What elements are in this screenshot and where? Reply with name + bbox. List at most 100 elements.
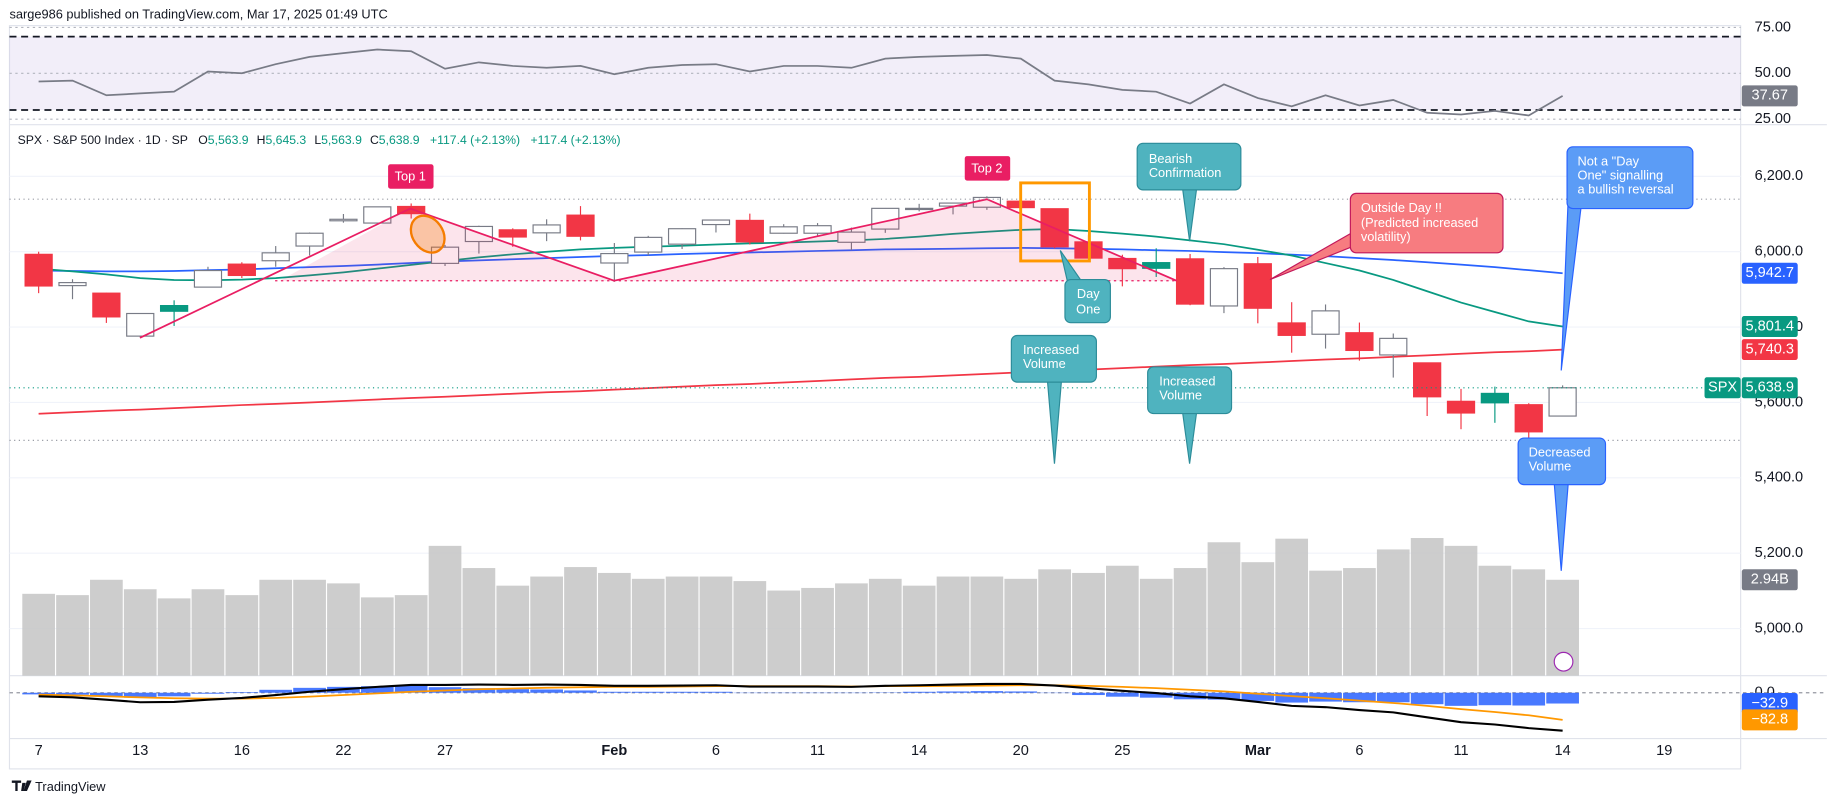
candle-body <box>227 263 256 277</box>
price-tag-label: −32.9 <box>1751 695 1788 711</box>
legend-value: 5,638.9 <box>379 133 420 147</box>
y-tick-label: 5,400.0 <box>1755 470 1804 486</box>
candle-body <box>58 282 87 287</box>
legend-value: 5,645.3 <box>265 133 306 147</box>
macd-histogram-bar <box>22 692 55 695</box>
y-tick-label: 50.00 <box>1755 65 1791 81</box>
annotation: Top 1 <box>395 168 426 183</box>
macd-histogram-bar <box>1275 692 1309 703</box>
x-tick-label: 14 <box>1555 743 1571 759</box>
candle-body <box>532 224 561 234</box>
price-tag <box>1741 316 1798 338</box>
candle-body <box>1345 332 1374 352</box>
annotation: Decreased <box>1529 445 1591 460</box>
macd-histogram-bar <box>1478 692 1512 706</box>
legend: SPX · S&P 500 Index · 1D · SP O5,563.9 H… <box>18 133 621 147</box>
volume-bar <box>428 545 462 676</box>
volume-bar <box>1343 568 1376 676</box>
x-tick-label: Feb <box>601 743 627 759</box>
volume-bar <box>22 593 55 676</box>
volume-bar <box>767 590 801 676</box>
annotation: Confirmation <box>1149 165 1222 180</box>
macd-histogram-bar <box>293 687 326 693</box>
volume-bar <box>496 585 530 676</box>
candle-body <box>600 252 629 264</box>
candle-body <box>735 219 764 243</box>
callout <box>1349 192 1504 254</box>
brand-logo <box>11 780 32 792</box>
candle-body <box>1311 310 1340 335</box>
publisher: sarge986 published on TradingView.com, M… <box>9 7 387 22</box>
rsi-line <box>38 48 1564 117</box>
price-tags: 37.67 2.94B 5,740.3 5,942.7 5,801.4 SPX 5,638.… <box>1704 85 1798 731</box>
x-tick-label: 14 <box>911 743 927 759</box>
volume-bar <box>868 578 902 676</box>
macd-histogram-bar <box>462 688 496 693</box>
candle-body <box>24 253 53 287</box>
x-tick-label: 22 <box>335 743 351 759</box>
y-tick-label: 5,600.0 <box>1755 394 1804 410</box>
price-tag-label: 5,638.9 <box>1745 380 1794 396</box>
volume-bar <box>123 589 157 676</box>
candle-body <box>1446 400 1476 414</box>
plot-layer <box>9 26 1827 732</box>
moving-average <box>38 348 1563 415</box>
volume-bar <box>1207 542 1241 676</box>
macd-histogram-bar <box>56 692 89 695</box>
volume-bar <box>1376 549 1410 676</box>
y-tick-label: 6,000.0 <box>1755 244 1804 260</box>
legend-change: +117.4 (+2.13%) <box>430 133 520 147</box>
price-tag <box>1741 262 1798 284</box>
x-tick-label: 6 <box>1355 743 1363 759</box>
y-tick-label: 6,200.0 <box>1755 168 1804 184</box>
price-tag <box>1741 709 1798 731</box>
x-tick-label: 7 <box>35 743 43 759</box>
candle-body <box>905 207 934 211</box>
rsi-band <box>9 36 1741 110</box>
annotation: One" signalling <box>1578 167 1664 182</box>
legend-value: 5,563.9 <box>321 133 362 147</box>
x-tick-label: 19 <box>1656 743 1672 759</box>
volume-bar <box>1478 565 1512 676</box>
callout <box>1566 146 1694 210</box>
y-tick-label: 75.00 <box>1755 19 1791 35</box>
chart-frame <box>8 25 1742 770</box>
annotation: Outside Day !! <box>1361 200 1442 215</box>
macd-histogram-bar <box>225 692 259 693</box>
candle-body <box>159 305 189 312</box>
price-tag-label: 37.67 <box>1752 88 1788 104</box>
volume-bar <box>327 583 360 676</box>
x-tick-label: 11 <box>810 743 825 759</box>
label-box <box>964 156 1011 181</box>
candle-body <box>1175 258 1205 305</box>
macd-histogram-bar <box>970 691 1004 693</box>
volume-bar <box>1004 578 1038 676</box>
price-tag-label: 2.94B <box>1751 572 1789 588</box>
candle-body <box>769 226 798 234</box>
macd-histogram-bar <box>1546 692 1579 704</box>
annotation: Increased <box>1159 374 1215 389</box>
volume-bar <box>1106 565 1139 676</box>
macd-histogram-bar <box>564 690 597 693</box>
price-tag-symbol: SPX <box>1708 380 1737 396</box>
candle-body <box>295 232 324 247</box>
volume-bar <box>1139 578 1173 676</box>
candle-body <box>363 206 392 224</box>
macd-histogram-bar <box>1410 692 1444 705</box>
volume-bar <box>191 589 225 676</box>
candle-body <box>634 236 663 253</box>
macd-histogram-bar <box>360 686 394 693</box>
price-tag <box>1741 339 1798 361</box>
candle-body <box>837 231 866 243</box>
annotation: Volume <box>1159 387 1202 402</box>
macd-histogram-bar <box>1444 692 1478 706</box>
macd-histogram-bar <box>1512 692 1546 706</box>
volume-bar <box>394 595 428 676</box>
macd-histogram-bar <box>1207 692 1241 700</box>
event-icon[interactable] <box>1553 651 1574 672</box>
volume-bar <box>90 579 123 676</box>
candle-body <box>1514 404 1543 433</box>
volume-bar <box>462 568 496 676</box>
